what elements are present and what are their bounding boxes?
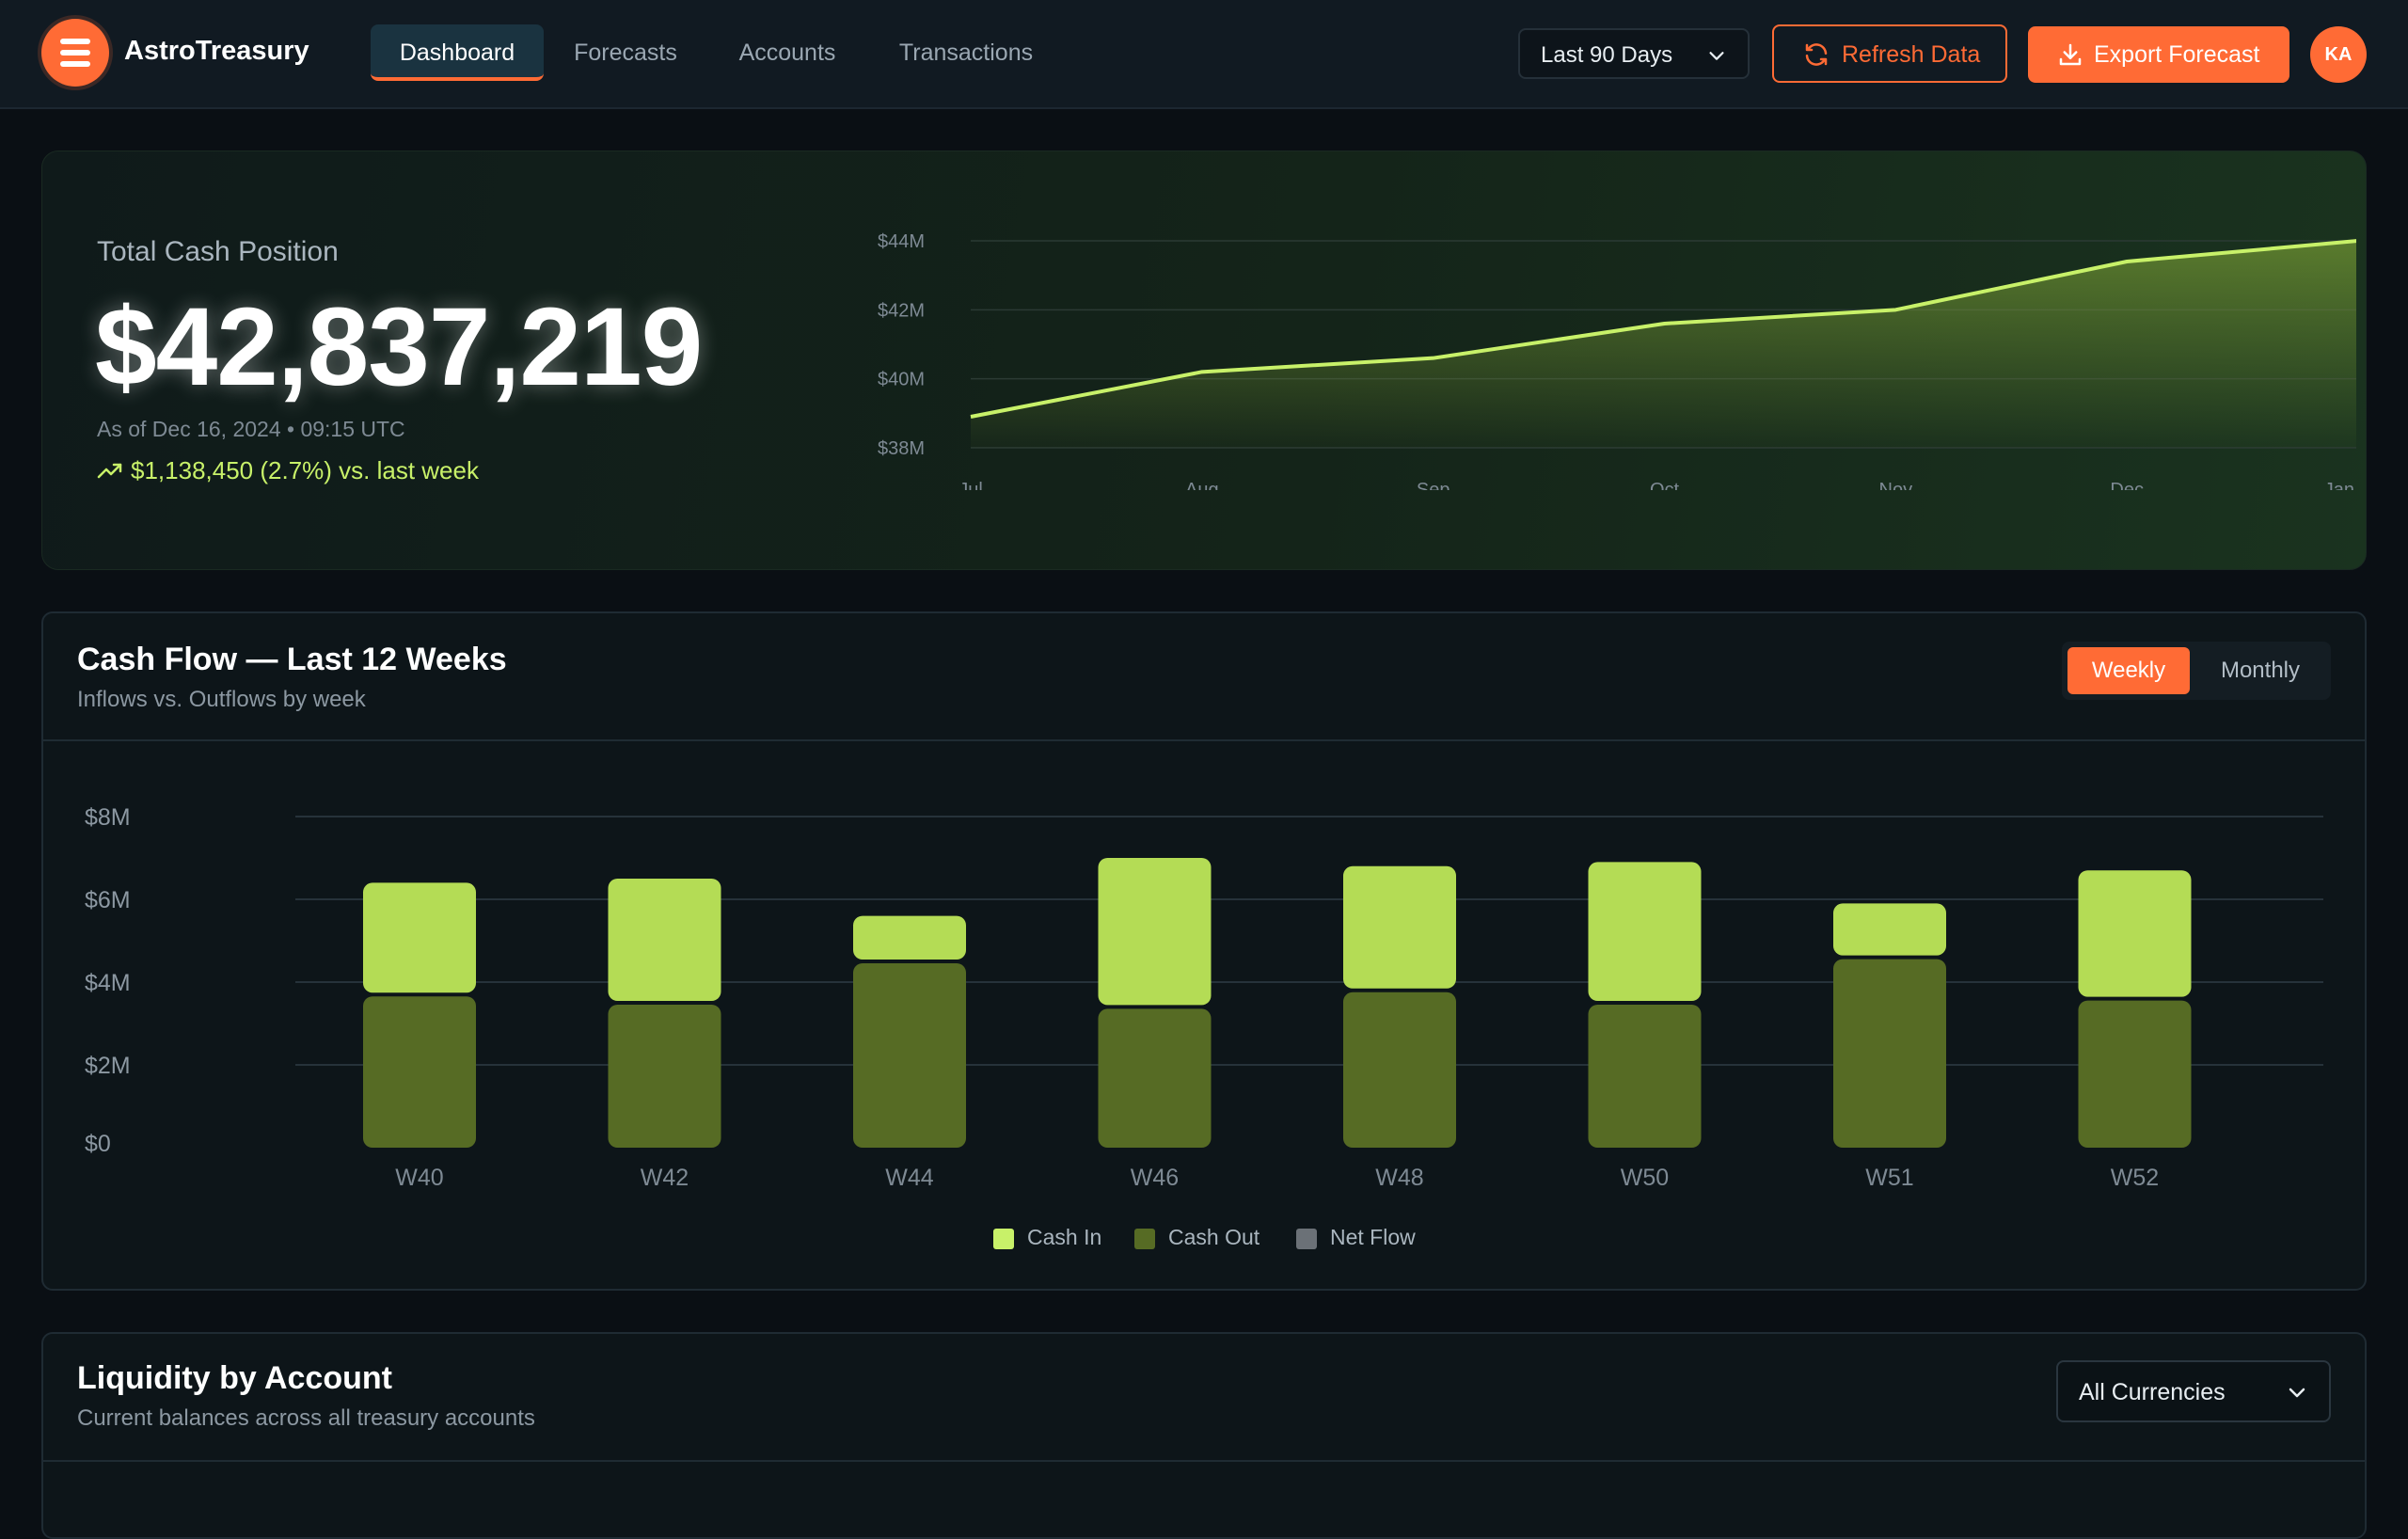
y-tick-label: $42M (878, 300, 925, 321)
refresh-data-label: Refresh Data (1842, 41, 1980, 69)
date-range-value: Last 90 Days (1541, 42, 1672, 69)
area-fill (971, 241, 2356, 448)
bar-cash-out (2079, 1001, 2192, 1148)
export-forecast-button[interactable]: Export Forecast (2028, 26, 2289, 83)
liquidity-title: Liquidity by Account (77, 1360, 392, 1397)
y-tick-label: $44M (878, 231, 925, 252)
x-tick-label: W44 (885, 1165, 934, 1191)
liquidity-card: Liquidity by Account Current balances ac… (41, 1332, 2367, 1539)
bar-cash-out (609, 1005, 721, 1148)
export-forecast-label: Export Forecast (2094, 41, 2259, 69)
bar-cash-in (1589, 862, 1702, 1001)
cash-flow-bar-chart: $0 $2M $4M $6M $8M W40 W42 W44 W46 W48 W50 W51 W52 (43, 613, 2365, 1215)
weekly-change: $1,138,450 (2.7%) vs. last week (97, 456, 479, 487)
x-tick-label: W40 (395, 1165, 443, 1191)
nav-tab-dashboard[interactable]: Dashboard (371, 24, 544, 81)
x-tick-label: Jul (958, 480, 983, 490)
date-range-select[interactable]: Last 90 Days (1518, 28, 1750, 79)
bar-cash-out (1833, 960, 1946, 1148)
top-nav-bar: AstroTreasury Dashboard Forecasts Accoun… (0, 0, 2408, 109)
currency-select-value: All Currencies (2079, 1379, 2226, 1406)
cash-position-trend-chart: $38M $40M $42M $44M Jul Aug Sep Oct Nov Dec Jan (776, 208, 2356, 490)
card-divider (43, 1460, 2365, 1462)
chevron-down-icon (2286, 1381, 2308, 1410)
bar-cash-in (1833, 903, 1946, 955)
cash-position-label: Total Cash Position (97, 236, 339, 268)
x-tick-label: W48 (1375, 1165, 1423, 1191)
bar-cash-in (1099, 858, 1212, 1005)
weekly-change-text: $1,138,450 (2.7%) vs. last week (131, 456, 479, 484)
chart-legend: Cash In Cash Out Net Flow (43, 1223, 2365, 1261)
legend-swatch (1134, 1229, 1155, 1249)
legend-label: Net Flow (1330, 1225, 1416, 1250)
legend-label: Cash In (1027, 1225, 1101, 1250)
bar-cash-out (1099, 1008, 1212, 1148)
bar-cash-out (853, 963, 966, 1148)
x-tick-label: Nov (1879, 480, 1913, 490)
download-icon (2056, 40, 2084, 75)
nav-tab-forecasts[interactable]: Forecasts (555, 24, 696, 81)
bar-cash-in (853, 916, 966, 960)
cash-position-value: $42,837,219 (95, 283, 702, 411)
legend-swatch (993, 1229, 1014, 1249)
x-tick-label: Oct (1650, 480, 1680, 490)
x-tick-label: W42 (641, 1165, 689, 1191)
bar-cash-out (1343, 992, 1456, 1148)
chevron-down-icon (1706, 45, 1727, 72)
brand-name: AstroTreasury (124, 36, 309, 67)
nav-tab-transactions[interactable]: Transactions (879, 24, 1054, 81)
x-tick-label: W51 (1865, 1165, 1913, 1191)
bar-cash-in (1343, 866, 1456, 989)
x-tick-label: W52 (2111, 1165, 2159, 1191)
y-tick-label: $6M (85, 887, 131, 913)
x-tick-label: Dec (2110, 480, 2144, 490)
refresh-icon (1802, 40, 1830, 75)
legend-label: Cash Out (1168, 1225, 1259, 1250)
cash-flow-card: Cash Flow — Last 12 Weeks Inflows vs. Ou… (41, 611, 2367, 1291)
bar-cash-out (363, 996, 476, 1148)
logo-menu-icon[interactable] (41, 19, 109, 87)
bar-cash-in (609, 879, 721, 1001)
x-tick-label: W50 (1621, 1165, 1669, 1191)
nav-tab-accounts[interactable]: Accounts (717, 24, 858, 81)
trend-up-icon (97, 458, 123, 487)
bar-cash-in (363, 882, 476, 992)
x-tick-label: Sep (1417, 480, 1450, 490)
y-tick-label: $0 (85, 1131, 111, 1157)
y-tick-label: $38M (878, 438, 925, 459)
cash-position-hero: Total Cash Position $42,837,219 As of De… (41, 151, 2367, 570)
bar-cash-out (1589, 1005, 1702, 1148)
y-tick-label: $40M (878, 370, 925, 390)
as-of-timestamp: As of Dec 16, 2024 • 09:15 UTC (97, 417, 405, 442)
y-tick-label: $4M (85, 970, 131, 996)
refresh-data-button[interactable]: Refresh Data (1772, 24, 2007, 83)
x-tick-label: Aug (1185, 480, 1219, 490)
x-tick-label: Jan (2324, 480, 2354, 490)
liquidity-subtitle: Current balances across all treasury acc… (77, 1405, 535, 1432)
user-avatar[interactable]: KA (2310, 26, 2367, 83)
currency-select[interactable]: All Currencies (2056, 1360, 2331, 1422)
bar-cash-in (2079, 870, 2192, 996)
y-tick-label: $8M (85, 804, 131, 831)
y-tick-label: $2M (85, 1053, 131, 1079)
legend-swatch (1296, 1229, 1317, 1249)
x-tick-label: W46 (1131, 1165, 1179, 1191)
